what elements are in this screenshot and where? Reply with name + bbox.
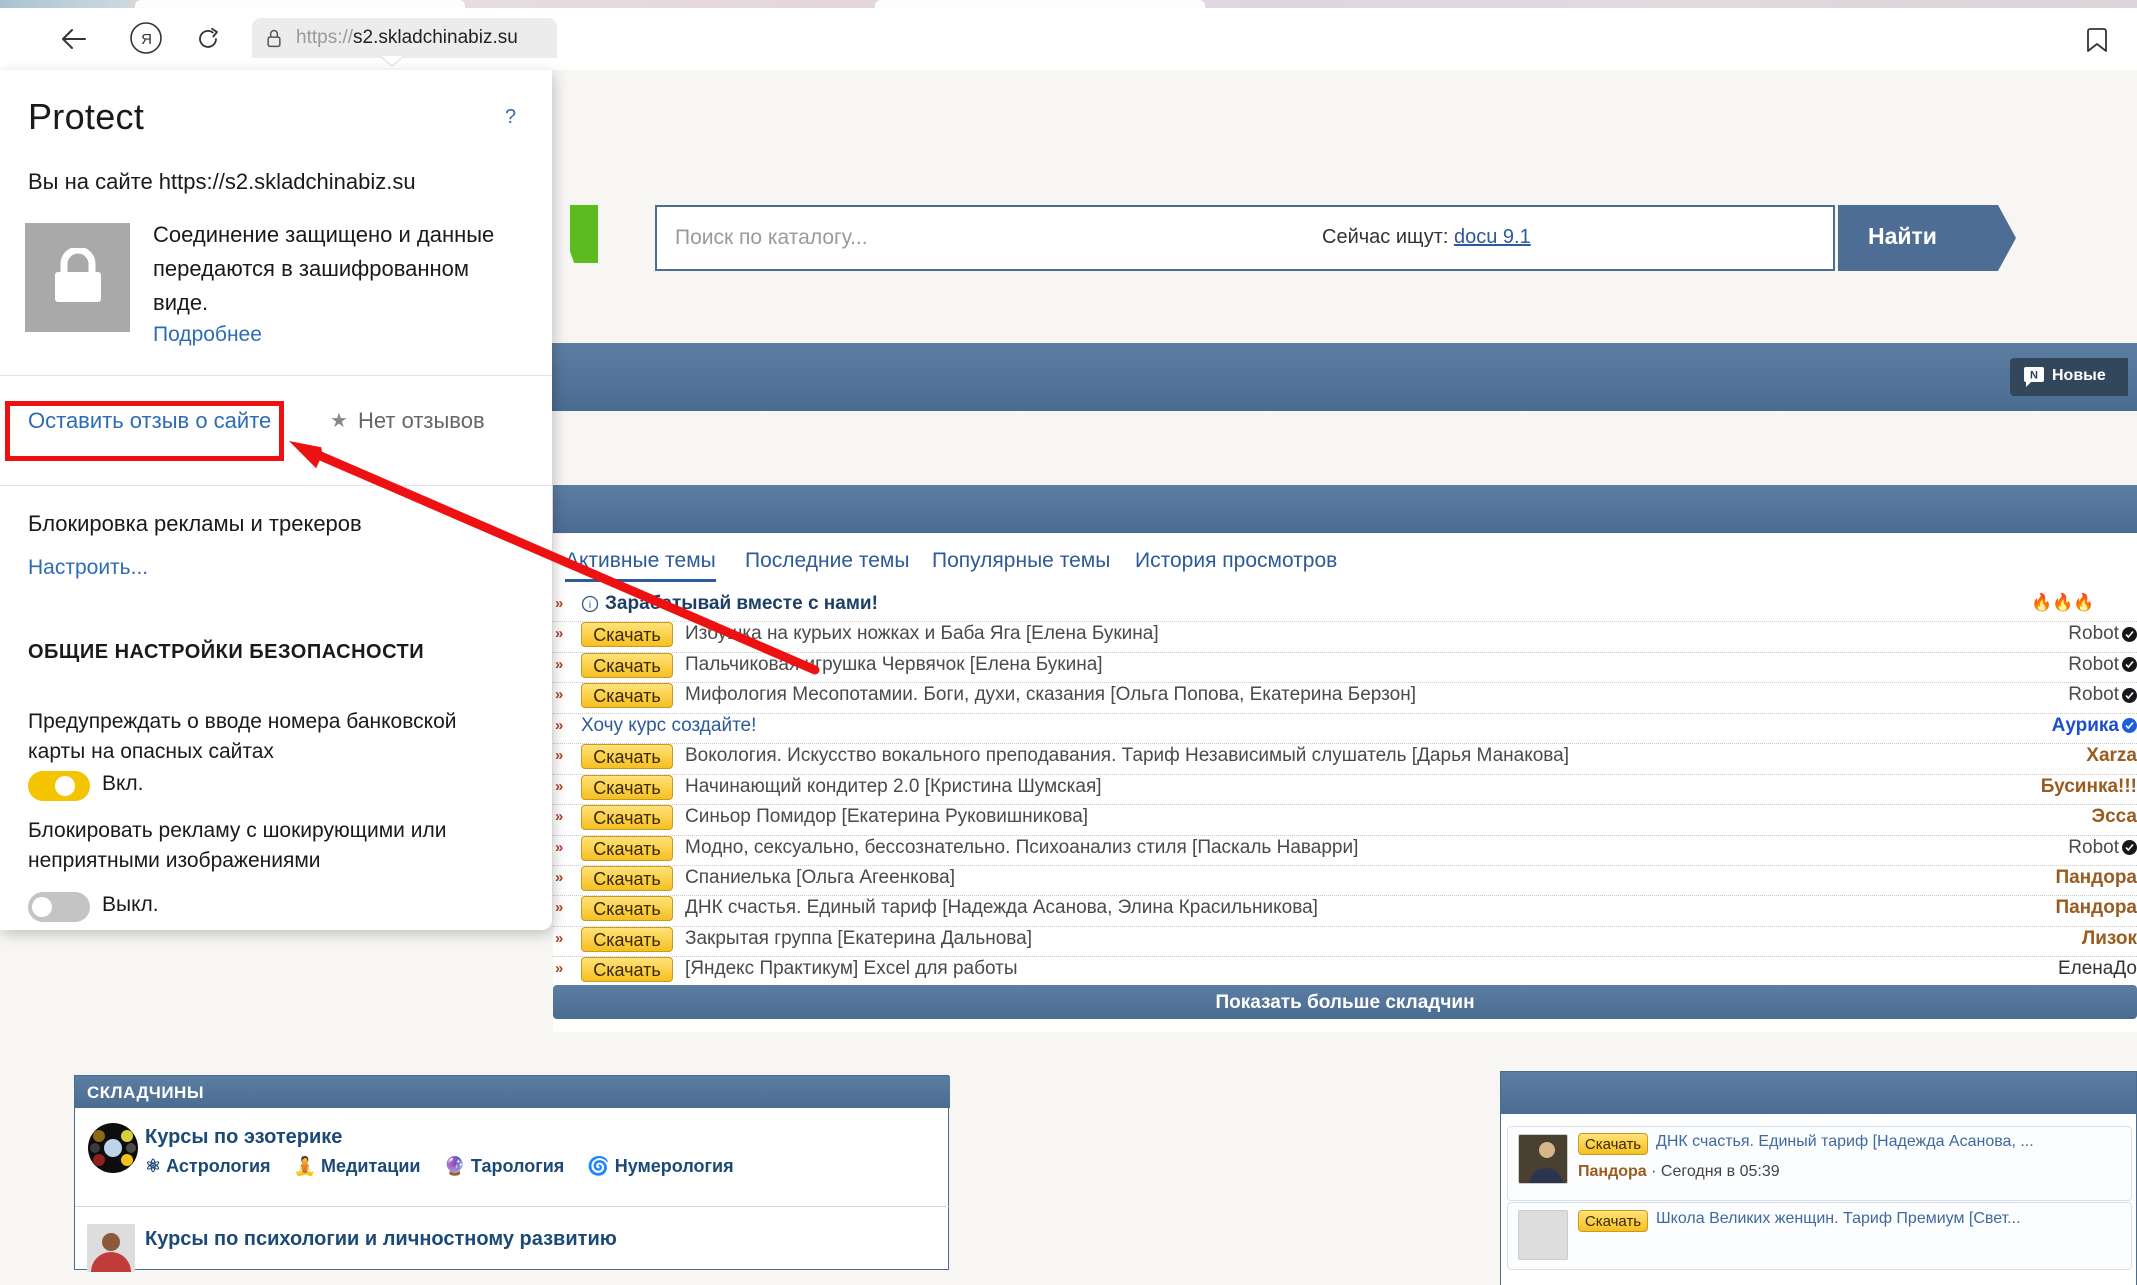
svg-text:i: i bbox=[589, 600, 591, 611]
svg-text:N: N bbox=[2030, 370, 2038, 382]
svg-text:Я: Я bbox=[141, 31, 152, 48]
